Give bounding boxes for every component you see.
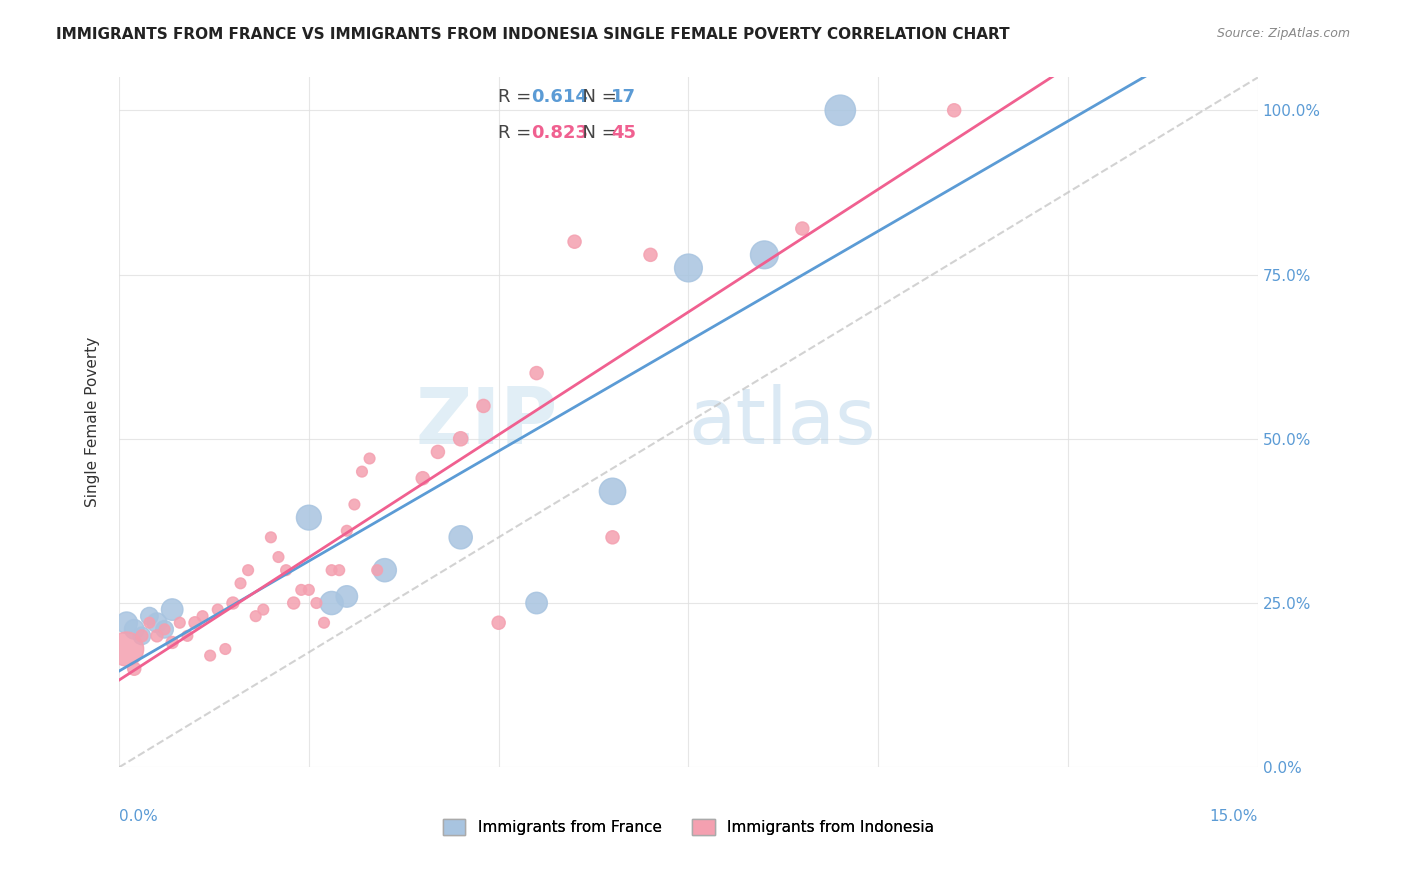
Point <box>283 596 305 610</box>
Point <box>115 615 138 630</box>
Text: 0.0%: 0.0% <box>120 809 157 823</box>
Point <box>298 582 321 597</box>
Point <box>602 484 624 499</box>
Point <box>564 235 586 249</box>
Legend: Immigrants from France, Immigrants from Indonesia: Immigrants from France, Immigrants from … <box>436 813 941 841</box>
Point <box>678 260 700 275</box>
Text: N =: N = <box>571 88 623 106</box>
Point <box>122 662 145 676</box>
Point <box>229 576 252 591</box>
Point <box>146 615 169 630</box>
Point <box>359 451 381 466</box>
Point <box>267 549 290 564</box>
Point <box>260 530 283 544</box>
Point <box>366 563 388 577</box>
Point <box>472 399 495 413</box>
Point <box>153 622 176 636</box>
Point <box>336 524 359 538</box>
Point <box>321 563 343 577</box>
Point <box>222 596 245 610</box>
Point <box>138 609 160 624</box>
Point <box>153 622 176 636</box>
Point <box>350 465 373 479</box>
Point <box>274 563 297 577</box>
Text: 17: 17 <box>612 88 636 106</box>
Point <box>526 596 548 610</box>
Point <box>169 615 191 630</box>
Point <box>328 563 350 577</box>
Text: N =: N = <box>571 124 623 142</box>
Text: R =: R = <box>498 124 537 142</box>
Text: R =: R = <box>498 88 537 106</box>
Text: 45: 45 <box>612 124 636 142</box>
Point <box>131 629 153 643</box>
Point <box>191 609 214 624</box>
Point <box>184 615 207 630</box>
Point <box>138 615 160 630</box>
Point <box>236 563 259 577</box>
Point <box>176 629 198 643</box>
Text: IMMIGRANTS FROM FRANCE VS IMMIGRANTS FROM INDONESIA SINGLE FEMALE POVERTY CORREL: IMMIGRANTS FROM FRANCE VS IMMIGRANTS FRO… <box>56 27 1010 42</box>
Point <box>305 596 328 610</box>
Point <box>198 648 221 663</box>
Point <box>252 602 274 616</box>
Point <box>488 615 510 630</box>
Point <box>290 582 312 597</box>
Text: ZIP: ZIP <box>415 384 558 460</box>
Text: 0.614: 0.614 <box>531 88 588 106</box>
Text: 0.823: 0.823 <box>531 124 588 142</box>
Point <box>830 103 852 118</box>
Point <box>943 103 966 118</box>
Point <box>374 563 396 577</box>
Point <box>602 530 624 544</box>
Point <box>160 635 183 649</box>
Point <box>312 615 335 630</box>
Point <box>122 622 145 636</box>
Point <box>640 248 662 262</box>
Text: Source: ZipAtlas.com: Source: ZipAtlas.com <box>1216 27 1350 40</box>
Point <box>450 530 472 544</box>
Text: 15.0%: 15.0% <box>1209 809 1258 823</box>
Point <box>298 510 321 524</box>
Point <box>754 248 776 262</box>
Point <box>526 366 548 380</box>
Text: atlas: atlas <box>689 384 876 460</box>
Point <box>343 498 366 512</box>
Point <box>426 445 449 459</box>
Point <box>336 590 359 604</box>
Point <box>450 432 472 446</box>
Point <box>131 629 153 643</box>
Point <box>207 602 229 616</box>
Point <box>245 609 267 624</box>
Point <box>146 629 169 643</box>
Point <box>321 596 343 610</box>
Y-axis label: Single Female Poverty: Single Female Poverty <box>86 337 100 508</box>
Point <box>214 642 236 657</box>
Point <box>160 602 183 616</box>
Point <box>792 221 814 235</box>
Point <box>412 471 434 485</box>
Point <box>115 642 138 657</box>
